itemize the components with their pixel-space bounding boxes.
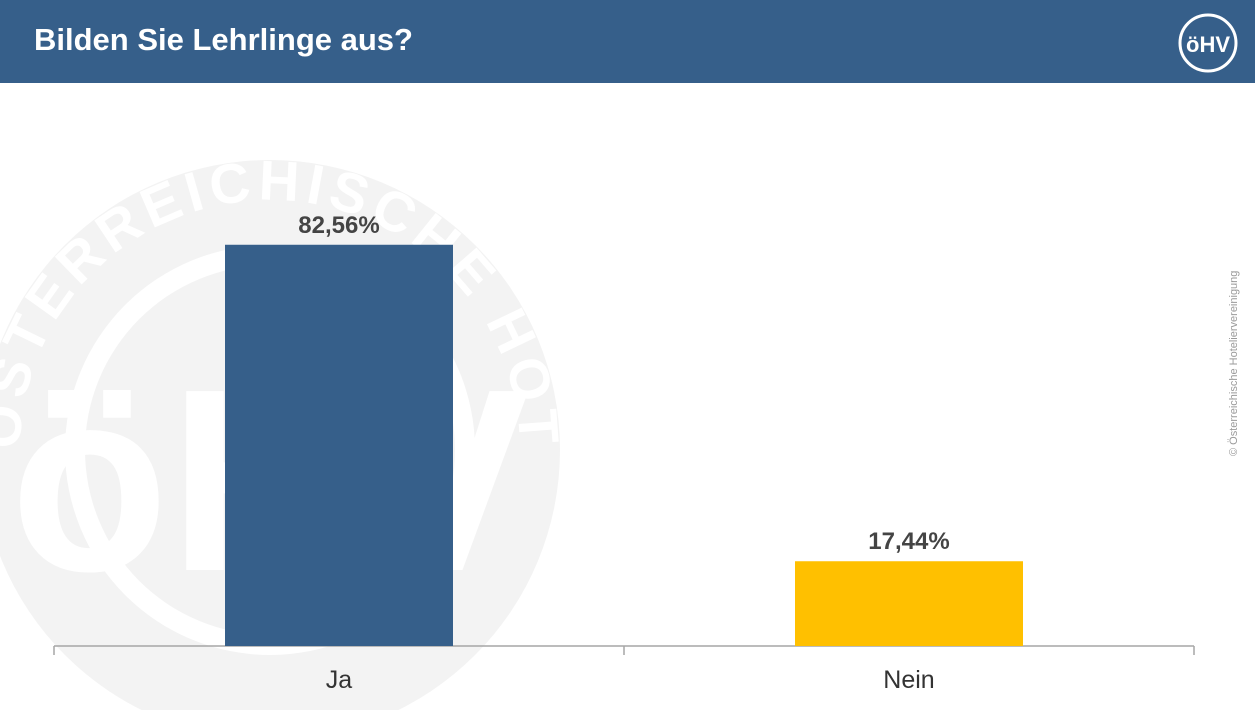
data-label-ja: 82,56% — [298, 212, 379, 239]
header-bar: Bilden Sie Lehrlinge aus? öHV — [0, 0, 1255, 83]
bar-nein — [795, 561, 1023, 646]
logo-text: öHV — [1186, 32, 1230, 57]
page-title: Bilden Sie Lehrlinge aus? — [34, 22, 413, 57]
ohv-logo-icon: öHV — [1178, 13, 1238, 73]
copyright-note: © Österreichische Hotelier­vereinigung — [1228, 270, 1240, 456]
bar-ja — [225, 244, 453, 646]
category-label-nein: Nein — [883, 666, 934, 694]
bar-chart: 82,56% Ja 17,44% Nein — [53, 212, 1195, 694]
category-label-ja: Ja — [326, 666, 353, 694]
chart-layer: 82,56% Ja 17,44% Nein — [53, 212, 1195, 694]
data-label-nein: 17,44% — [868, 528, 949, 555]
